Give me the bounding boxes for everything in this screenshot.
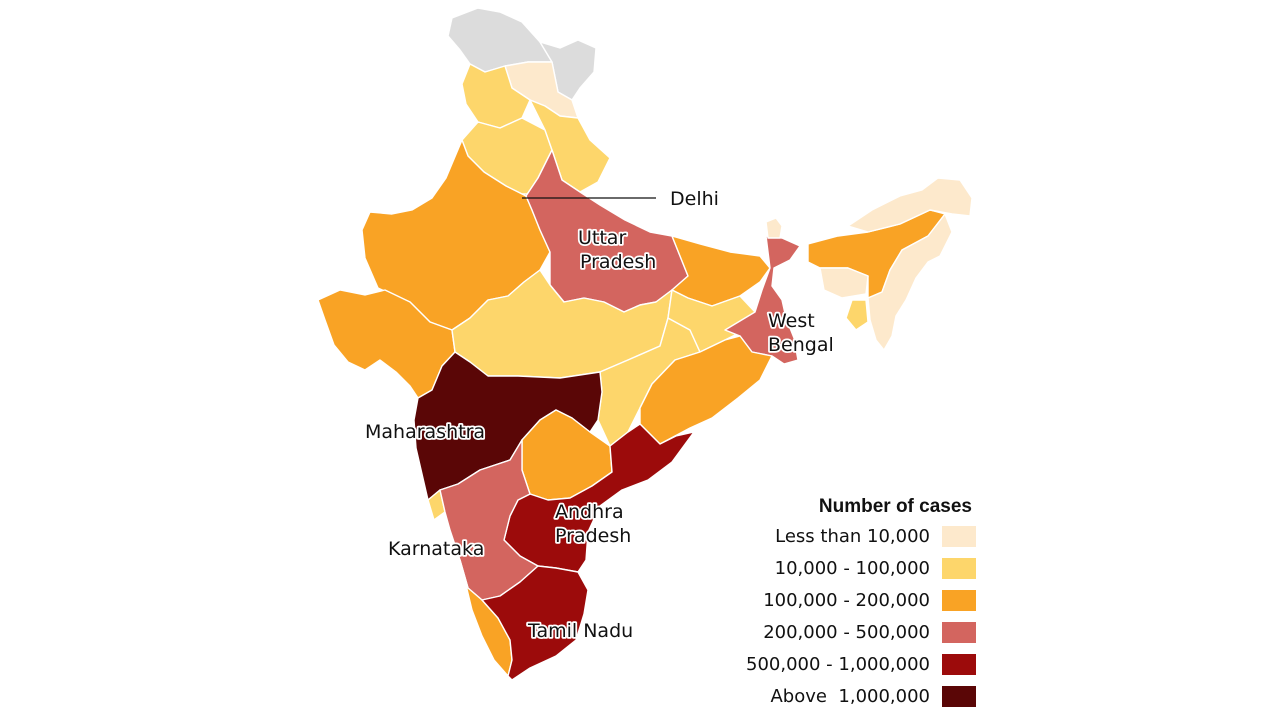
legend-item-label: Above 1,000,000 bbox=[770, 685, 930, 707]
legend-swatch bbox=[942, 685, 976, 707]
region-arunachal-pradesh bbox=[847, 177, 973, 233]
region-bihar bbox=[671, 235, 771, 307]
legend-item-100k-200k: 100,000 - 200,000 bbox=[700, 584, 976, 616]
legend-swatch bbox=[942, 653, 976, 675]
region-sikkim bbox=[765, 217, 783, 239]
label-andhra-pradesh: Andhra Pradesh bbox=[555, 501, 631, 547]
legend-item-200k-500k: 200,000 - 500,000 bbox=[700, 616, 976, 648]
label-andhra-pradesh-line2: Pradesh bbox=[555, 525, 631, 547]
label-uttar-pradesh: Uttar Pradesh bbox=[578, 227, 656, 273]
legend-swatch bbox=[942, 589, 976, 611]
legend-swatch bbox=[942, 621, 976, 643]
label-tamil-nadu: Tamil Nadu bbox=[527, 620, 633, 642]
label-uttar-pradesh-line2: Pradesh bbox=[580, 251, 656, 273]
legend-item-10k-100k: 10,000 - 100,000 bbox=[700, 552, 976, 584]
label-karnataka: Karnataka bbox=[388, 538, 484, 560]
legend-item-label: 200,000 - 500,000 bbox=[763, 621, 930, 643]
legend-item-lt-10k: Less than 10,000 bbox=[700, 520, 976, 552]
label-uttar-pradesh-line1: Uttar bbox=[578, 227, 626, 249]
legend-item-500k-1m: 500,000 - 1,000,000 bbox=[700, 648, 976, 680]
label-delhi: Delhi bbox=[670, 188, 719, 210]
region-west-bengal bbox=[724, 235, 801, 365]
label-maharashtra: Maharashtra bbox=[365, 421, 485, 443]
label-andhra-pradesh-line1: Andhra bbox=[555, 501, 624, 523]
region-odisha bbox=[639, 335, 773, 445]
legend-swatch bbox=[942, 557, 976, 579]
region-meghalaya bbox=[819, 267, 869, 299]
legend: Number of cases Less than 10,000 10,000 … bbox=[700, 494, 976, 712]
region-tripura bbox=[845, 299, 869, 331]
region-northeast-states bbox=[867, 213, 953, 351]
legend-item-above-1m: Above 1,000,000 bbox=[700, 680, 976, 712]
legend-item-label: 10,000 - 100,000 bbox=[774, 557, 930, 579]
label-west-bengal-line1: West bbox=[768, 310, 815, 332]
legend-swatch bbox=[942, 525, 976, 547]
label-west-bengal-line2: Bengal bbox=[768, 334, 834, 356]
legend-item-label: 100,000 - 200,000 bbox=[763, 589, 930, 611]
region-tamil-nadu bbox=[481, 565, 589, 681]
legend-item-label: Less than 10,000 bbox=[775, 525, 930, 547]
label-west-bengal: West Bengal bbox=[768, 310, 834, 356]
legend-item-label: 500,000 - 1,000,000 bbox=[746, 653, 930, 675]
legend-title: Number of cases bbox=[818, 496, 972, 517]
region-uttarakhand bbox=[529, 99, 611, 193]
